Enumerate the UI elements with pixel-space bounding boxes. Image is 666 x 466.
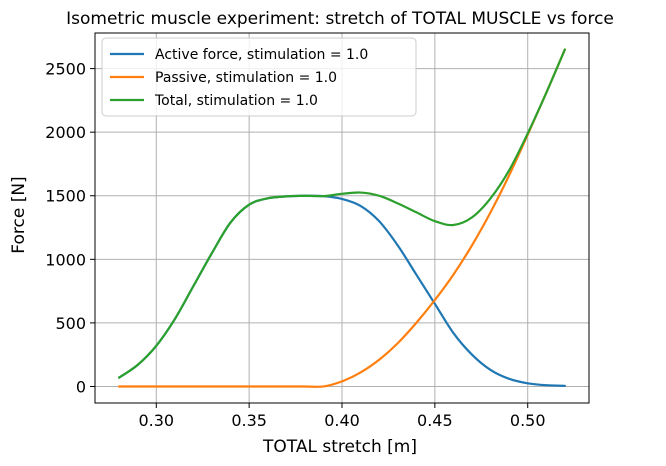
passive-force-line [118, 48, 566, 388]
y-tick-label: 2000 [45, 123, 86, 142]
legend-box [101, 37, 417, 117]
y-tick-label: 500 [55, 314, 86, 333]
chart-title: Isometric muscle experiment: stretch of … [66, 9, 614, 29]
y-tick-label: 0 [76, 377, 86, 396]
total-force-line [118, 48, 566, 379]
y-tick-label: 1500 [45, 187, 86, 206]
legend-label: Total, stimulation = 1.0 [154, 93, 318, 109]
legend-entry-passive: Passive, stimulation = 1.0 [110, 70, 337, 86]
x-tick-label: 0.40 [324, 411, 360, 430]
legend-label: Active force, stimulation = 1.0 [155, 47, 368, 63]
legend-label: Passive, stimulation = 1.0 [155, 70, 337, 86]
x-tick-label: 0.45 [417, 411, 453, 430]
y-axis-label: Force [N] [9, 176, 29, 253]
y-tick-label: 2500 [45, 60, 86, 79]
x-axis-label: TOTAL stretch [m] [262, 437, 417, 457]
ticks-layer: 0.30 0.35 0.40 0.45 0.50 0 500 1000 1500 2000 2500 [45, 60, 545, 430]
x-tick-label: 0.35 [231, 411, 267, 430]
legend-entry-total: Total, stimulation = 1.0 [110, 93, 318, 109]
series-layer [118, 48, 566, 388]
y-tick-label: 1000 [45, 250, 86, 269]
legend: Active force, stimulation = 1.0 Passive, … [101, 37, 417, 117]
x-tick-label: 0.30 [138, 411, 174, 430]
x-tick-label: 0.50 [510, 411, 546, 430]
legend-entry-active: Active force, stimulation = 1.0 [110, 47, 368, 63]
